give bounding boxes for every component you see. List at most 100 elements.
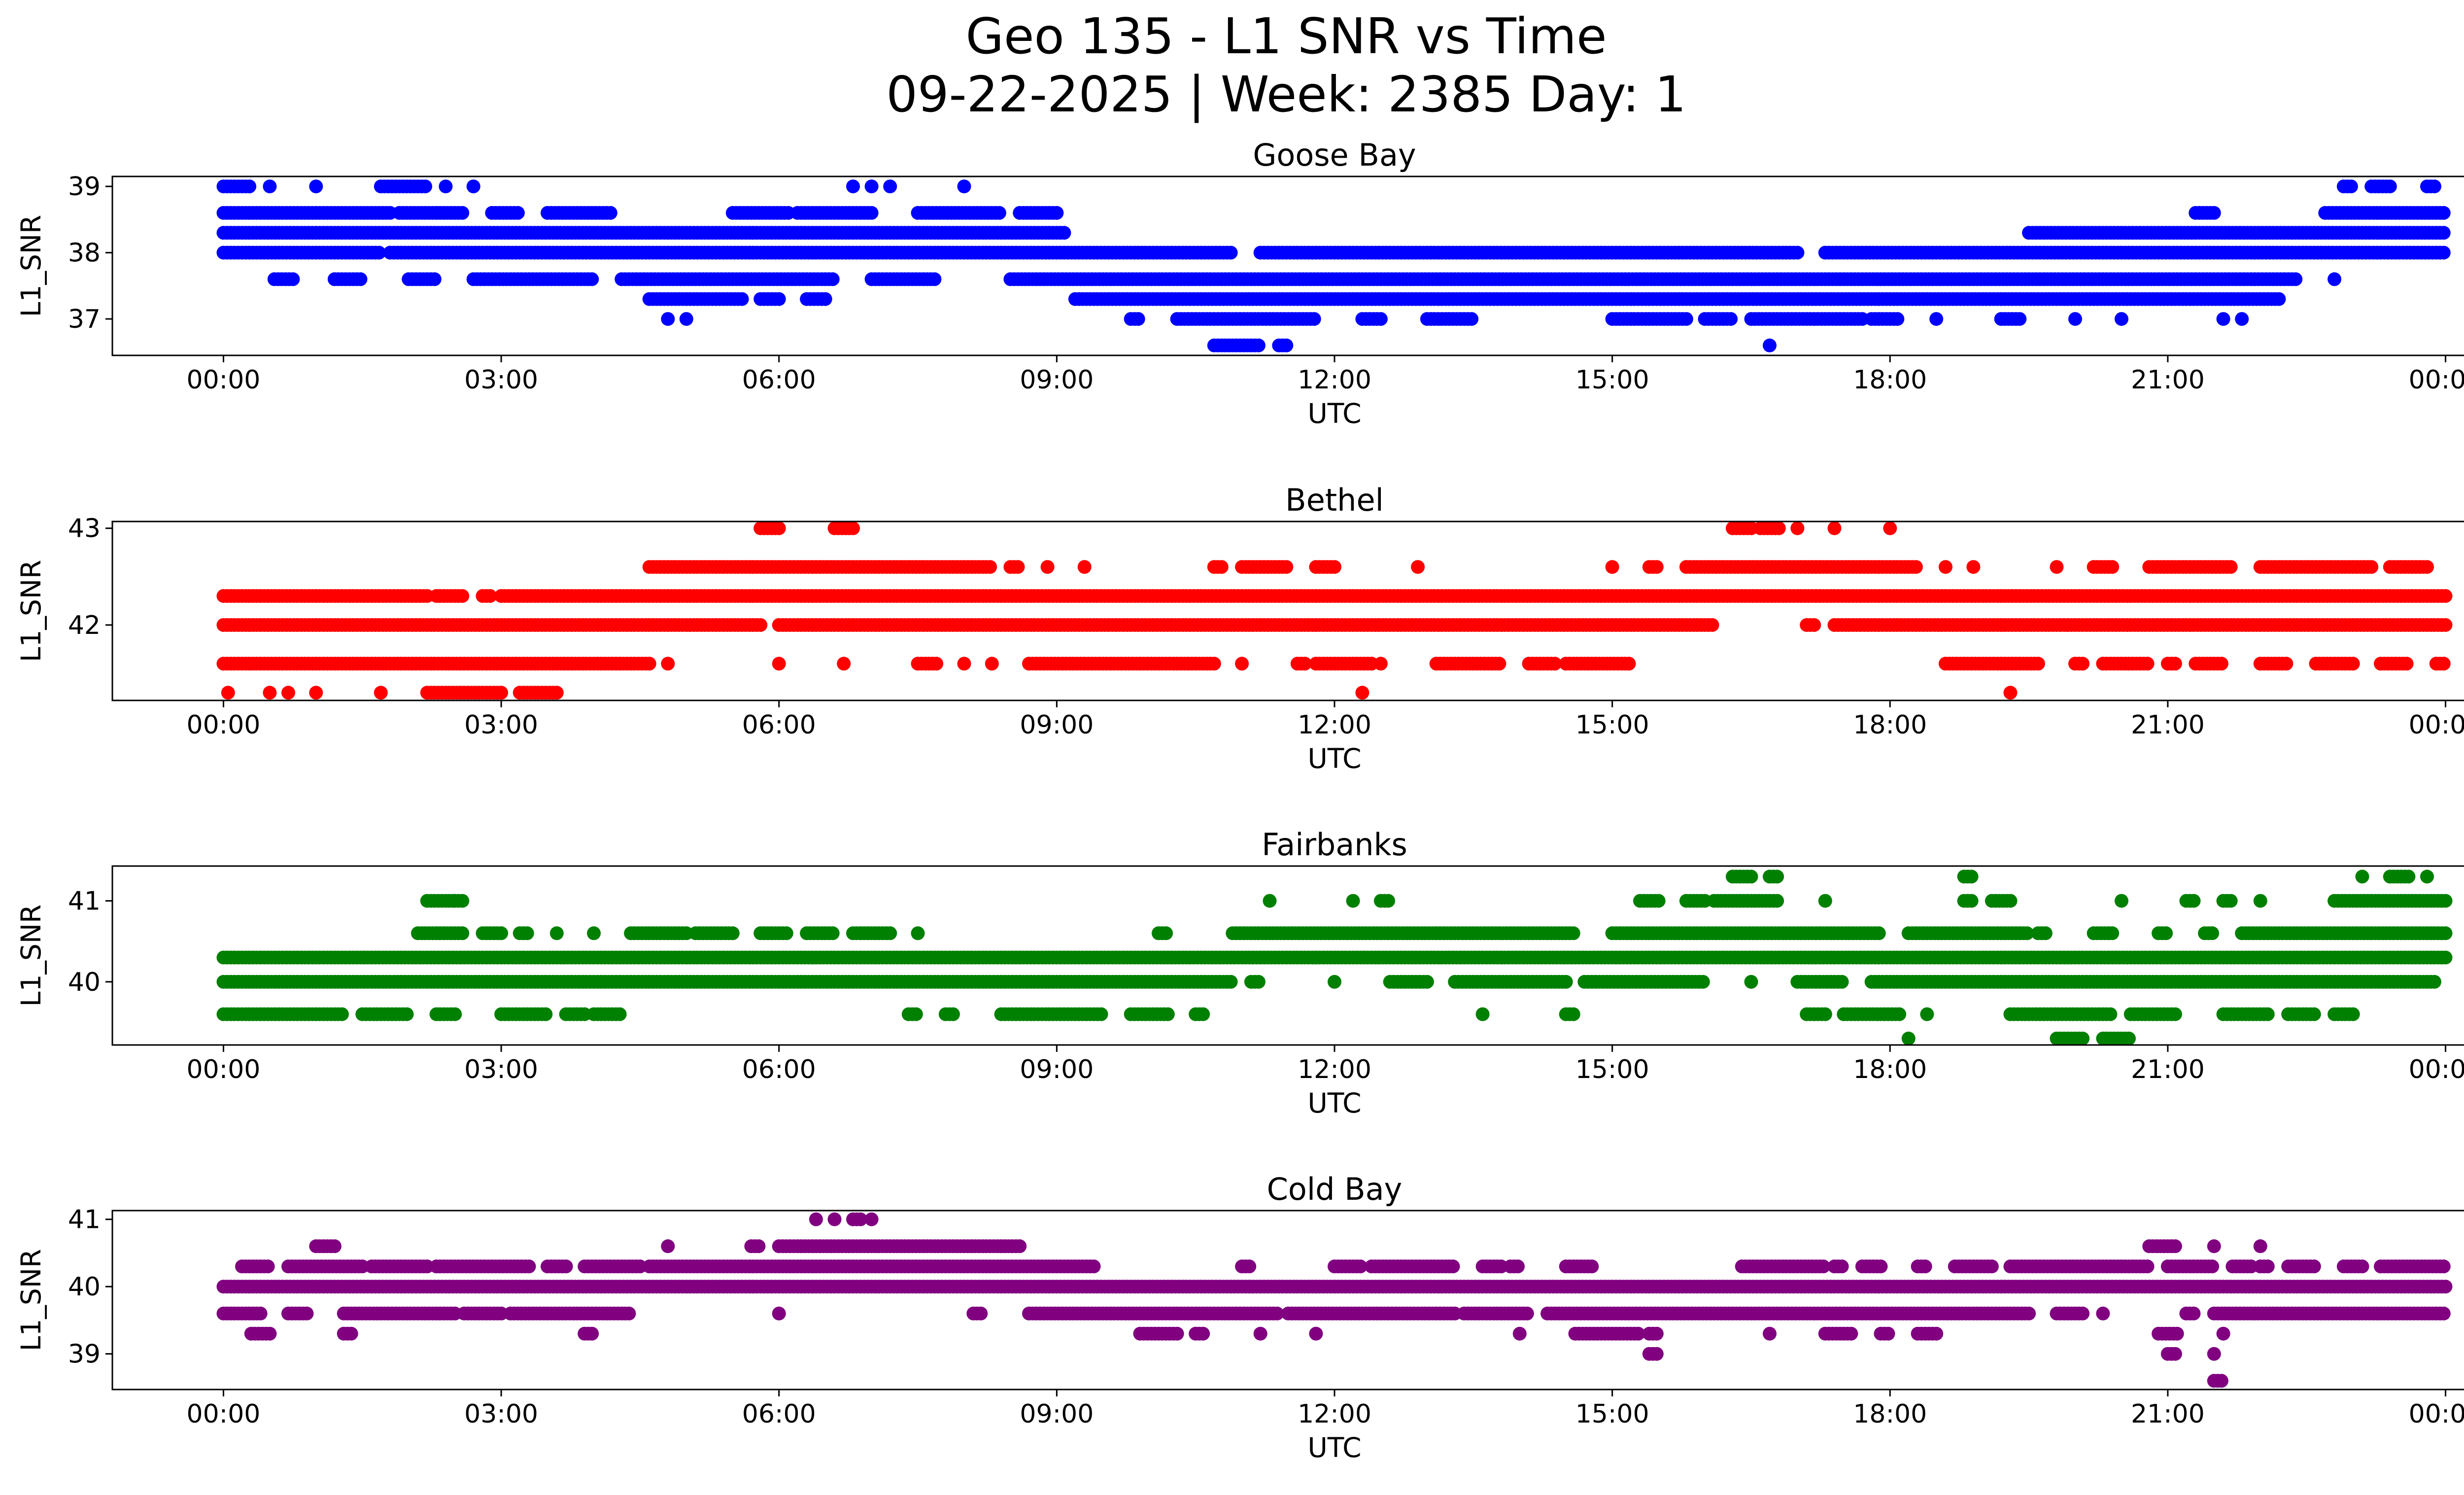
- data-point: [2344, 179, 2358, 194]
- series-level-38-3: [216, 226, 2451, 240]
- y-tick-label: 43: [68, 514, 101, 544]
- data-point: [1883, 522, 1897, 535]
- subplot-title: Goose Bay: [1253, 137, 1416, 173]
- data-point: [2216, 312, 2230, 326]
- x-tick-label: 00:00: [2409, 710, 2464, 740]
- data-point: [2438, 950, 2453, 965]
- figure-title-line2: 09-22-2025 | Week: 2385 Day: 1: [886, 66, 1686, 123]
- data-point: [1224, 245, 1238, 260]
- data-point: [983, 560, 997, 574]
- data-point: [353, 272, 368, 286]
- scatter-points: [216, 179, 2451, 352]
- data-point: [2003, 686, 2018, 700]
- data-point: [1373, 312, 1388, 326]
- x-tick-label: 12:00: [1298, 365, 1371, 395]
- data-point: [1057, 226, 1071, 240]
- data-point: [1420, 974, 1434, 989]
- data-point: [825, 272, 840, 286]
- data-point: [1724, 312, 1738, 326]
- x-tick-label: 06:00: [742, 365, 816, 395]
- data-point: [281, 686, 295, 700]
- data-point: [846, 522, 860, 535]
- data-point: [1622, 657, 1636, 671]
- series-level-43: [753, 522, 1897, 535]
- data-point: [2436, 657, 2451, 671]
- x-tick-label: 03:00: [464, 365, 538, 395]
- data-point: [549, 686, 564, 700]
- series-level-37-3: [642, 292, 2286, 306]
- data-point: [466, 179, 480, 194]
- data-point: [1251, 338, 1266, 352]
- data-point: [494, 686, 509, 700]
- x-tick-label: 00:00: [187, 710, 261, 740]
- y-axis-label: L1_SNR: [15, 215, 47, 317]
- y-tick-label: 39: [68, 172, 101, 202]
- data-point: [927, 272, 942, 286]
- x-tick-label: 21:00: [2131, 365, 2205, 395]
- data-point: [2013, 312, 2027, 326]
- data-point: [2207, 206, 2221, 220]
- data-point: [1411, 560, 1425, 574]
- x-tick-label: 00:00: [187, 365, 261, 395]
- data-point: [511, 206, 525, 220]
- data-point: [1939, 560, 1952, 574]
- data-point: [2436, 245, 2451, 260]
- x-tick-label: 09:00: [1020, 710, 1094, 740]
- data-point: [309, 686, 323, 700]
- scatter-points: [216, 869, 2453, 1045]
- data-point: [1077, 560, 1092, 574]
- data-point: [372, 245, 386, 260]
- data-point: [985, 657, 999, 671]
- data-point: [642, 657, 656, 671]
- data-point: [883, 179, 897, 194]
- series-level-42-6: [642, 560, 2434, 574]
- x-tick-label: 00:00: [2409, 365, 2464, 395]
- x-tick-label: 06:00: [742, 710, 816, 740]
- series-level-36-6: [1207, 338, 1777, 352]
- series-level-39: [216, 179, 2441, 194]
- data-point: [1492, 657, 1506, 671]
- data-point: [1251, 974, 1266, 989]
- series-level-37: [661, 312, 2249, 326]
- data-point: [818, 292, 832, 306]
- data-point: [753, 618, 768, 632]
- data-point: [603, 206, 617, 220]
- data-point: [1328, 974, 1341, 989]
- x-tick-label: 09:00: [1020, 365, 1094, 395]
- data-point: [2436, 206, 2451, 220]
- data-point: [957, 657, 971, 671]
- series-level-41-6: [216, 657, 2451, 671]
- series-level-42-3: [216, 589, 2453, 603]
- data-point: [1207, 657, 1221, 671]
- data-point: [864, 179, 879, 194]
- data-point: [2289, 272, 2303, 286]
- y-tick-label: 37: [68, 305, 101, 334]
- data-point: [864, 206, 879, 220]
- data-point: [1807, 618, 1821, 632]
- data-point: [1790, 245, 1805, 260]
- data-point: [263, 179, 277, 194]
- data-point: [2068, 312, 2082, 326]
- data-point: [2428, 179, 2441, 194]
- data-point: [2346, 657, 2360, 671]
- data-point: [1909, 560, 1923, 574]
- data-point: [2327, 272, 2342, 286]
- data-point: [1465, 312, 1479, 326]
- y-tick-label: 42: [68, 611, 101, 640]
- data-point: [2272, 292, 2286, 306]
- data-point: [418, 179, 432, 194]
- series-level-42: [216, 618, 2453, 632]
- data-point: [263, 686, 277, 700]
- x-tick-label: 15:00: [1575, 710, 1649, 740]
- data-point: [1214, 560, 1229, 574]
- data-point: [1298, 657, 1312, 671]
- x-tick-label: 12:00: [1298, 710, 1371, 740]
- data-point: [1279, 560, 1294, 574]
- data-point: [772, 657, 786, 671]
- data-point: [2168, 657, 2182, 671]
- data-point: [2140, 657, 2155, 671]
